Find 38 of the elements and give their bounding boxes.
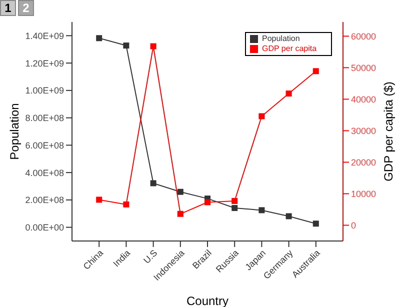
y2-tick-label: 30000 — [351, 126, 376, 136]
point — [150, 43, 156, 50]
point — [286, 90, 292, 97]
y-tick-label: 1.40E+09 — [25, 30, 64, 41]
point — [286, 213, 292, 220]
point — [312, 220, 319, 227]
point — [258, 207, 265, 214]
text: 1 — [0, 0, 16, 16]
text: 2 — [18, 0, 34, 16]
point — [258, 113, 265, 120]
y-tick-label: 4.00E+08 — [25, 168, 64, 178]
point — [123, 42, 130, 49]
point — [232, 198, 238, 204]
point — [96, 35, 102, 42]
y2-tick-label: 20000 — [351, 157, 376, 168]
legend-label: GDP per capita — [262, 44, 317, 53]
y-tick-label: 1.00E+09 — [25, 86, 64, 96]
point — [96, 196, 102, 203]
y-tick-label: 8.00E+08 — [25, 113, 64, 124]
point — [177, 188, 184, 195]
y-tick-label: 6.00E+08 — [25, 140, 64, 150]
y2-tick-label: 10000 — [351, 188, 376, 199]
y-tick-label: 1.20E+09 — [25, 58, 64, 68]
point — [204, 199, 210, 206]
y-tick-label: 2.00E+08 — [25, 195, 64, 206]
y2-axis-title: GDP per capita ($) — [381, 82, 396, 182]
point — [123, 201, 130, 208]
y2-tick-label: 60000 — [351, 31, 376, 42]
point — [232, 205, 238, 212]
y2-tick-label: 50000 — [351, 62, 376, 73]
point — [177, 210, 184, 217]
y-axis-title: Population — [7, 103, 22, 160]
y2-tick-label: 40000 — [351, 94, 376, 104]
legend-label: Population — [262, 34, 300, 43]
y-tick-label: 0.00E+00 — [25, 222, 64, 233]
point — [312, 68, 319, 74]
y2-tick-label: 0 — [351, 220, 356, 230]
point — [150, 180, 156, 186]
